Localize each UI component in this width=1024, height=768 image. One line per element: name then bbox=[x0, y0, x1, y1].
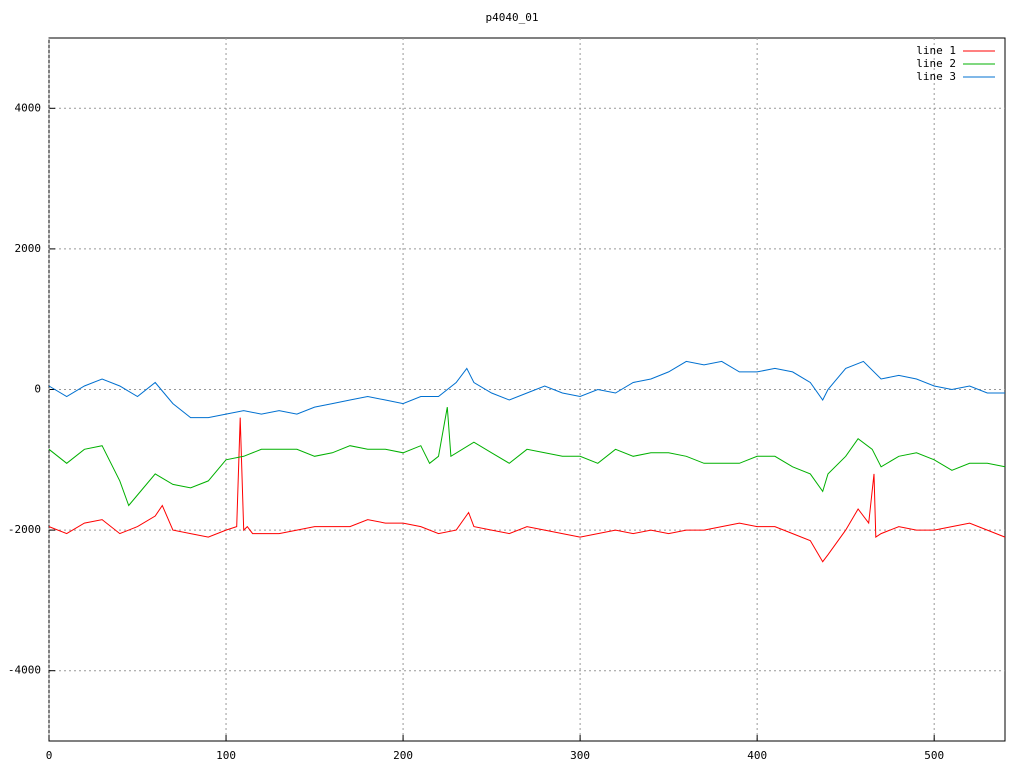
legend-label: line 3 bbox=[916, 70, 956, 83]
y-tick-label: -4000 bbox=[8, 664, 41, 677]
legend-label: line 2 bbox=[916, 57, 956, 70]
x-tick-label: 500 bbox=[924, 749, 944, 762]
y-tick-label: 4000 bbox=[15, 101, 42, 114]
series-line bbox=[48, 417, 1006, 563]
y-tick-label: 2000 bbox=[15, 242, 42, 255]
y-tick-label: 0 bbox=[34, 383, 41, 396]
chart-title: p4040_01 bbox=[486, 11, 539, 24]
legend-label: line 1 bbox=[916, 44, 956, 57]
x-tick-label: 400 bbox=[747, 749, 767, 762]
y-tick-label: -2000 bbox=[8, 523, 41, 536]
x-tick-label: 0 bbox=[46, 749, 53, 762]
plot-frame bbox=[48, 37, 1006, 742]
x-tick-label: 100 bbox=[216, 749, 236, 762]
series-line bbox=[48, 360, 1005, 419]
x-tick-label: 300 bbox=[570, 749, 590, 762]
x-tick-label: 200 bbox=[393, 749, 413, 762]
series-line bbox=[48, 407, 1006, 507]
